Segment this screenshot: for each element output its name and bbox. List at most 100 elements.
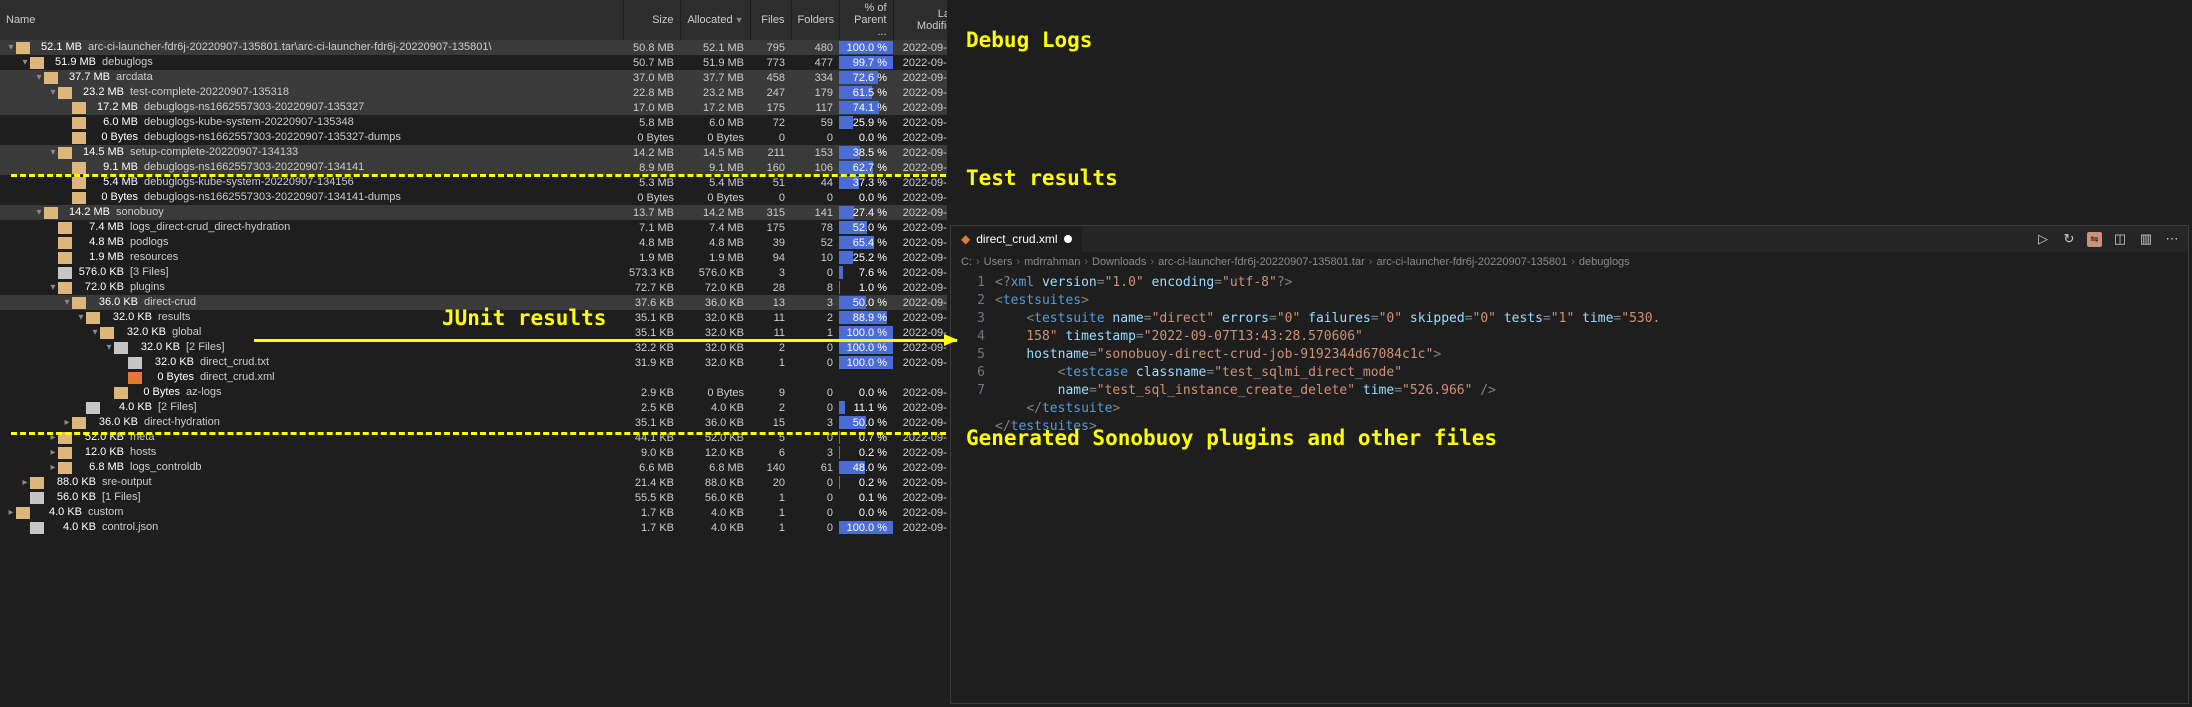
- cell-files: 39: [750, 235, 791, 250]
- cell-size: 8.9 MB: [623, 160, 680, 175]
- table-row[interactable]: ▾72.0 KBplugins72.7 KB72.0 KB2881.0 %202…: [0, 280, 965, 295]
- table-row[interactable]: 4.0 KB[2 Files]2.5 KB4.0 KB2011.1 %2022-…: [0, 400, 965, 415]
- table-row[interactable]: ▾51.9 MBdebuglogs50.7 MB51.9 MB77347799.…: [0, 55, 965, 70]
- col-name[interactable]: Name: [0, 0, 623, 40]
- size-badge: 4.8 MB: [76, 236, 124, 248]
- col-size[interactable]: Size: [623, 0, 680, 40]
- table-row[interactable]: ▾14.5 MBsetup-complete-20220907-13413314…: [0, 145, 965, 160]
- table-row[interactable]: ▸36.0 KBdirect-hydration35.1 KB36.0 KB15…: [0, 415, 965, 430]
- split-icon[interactable]: ◫: [2112, 231, 2128, 247]
- col-files[interactable]: Files: [750, 0, 791, 40]
- table-row[interactable]: ▾32.0 KB[2 Files]32.2 KB32.0 KB20100.0 %…: [0, 340, 965, 355]
- expand-toggle-icon[interactable]: ▸: [62, 417, 72, 428]
- cell-size: 35.1 KB: [623, 415, 680, 430]
- cell-folders: 59: [791, 115, 839, 130]
- table-row[interactable]: 7.4 MBlogs_direct-crud_direct-hydration7…: [0, 220, 965, 235]
- breadcrumb-item[interactable]: C:: [961, 256, 972, 268]
- expand-toggle-icon[interactable]: ▸: [6, 507, 16, 518]
- breadcrumb-item[interactable]: arc-ci-launcher-fdr6j-20220907-135801.ta…: [1158, 256, 1365, 268]
- expand-toggle-icon[interactable]: ▾: [48, 147, 58, 158]
- cell-files: 0: [750, 190, 791, 205]
- size-badge: 0 Bytes: [90, 191, 138, 203]
- expand-toggle-icon[interactable]: ▾: [20, 57, 30, 68]
- table-row[interactable]: 32.0 KBdirect_crud.txt31.9 KB32.0 KB1010…: [0, 355, 965, 370]
- breadcrumb-item[interactable]: Downloads: [1092, 256, 1146, 268]
- table-row[interactable]: ▸12.0 KBhosts9.0 KB12.0 KB630.2 %2022-09…: [0, 445, 965, 460]
- table-row[interactable]: 0 Bytesdebuglogs-ns1662557303-20220907-1…: [0, 130, 965, 145]
- table-row[interactable]: 17.2 MBdebuglogs-ns1662557303-20220907-1…: [0, 100, 965, 115]
- table-row[interactable]: ▾23.2 MBtest-complete-20220907-13531822.…: [0, 85, 965, 100]
- table-row[interactable]: 5.4 MBdebuglogs-kube-system-20220907-134…: [0, 175, 965, 190]
- table-row[interactable]: 0 Bytesdirect_crud.xml: [0, 370, 965, 385]
- table-row[interactable]: 576.0 KB[3 Files]573.3 KB576.0 KB307.6 %…: [0, 265, 965, 280]
- cell-size: 35.1 KB: [623, 325, 680, 340]
- breadcrumb-item[interactable]: Users: [984, 256, 1013, 268]
- size-badge: 14.2 MB: [62, 206, 110, 218]
- code-area[interactable]: 1234567 <?xml version="1.0" encoding="ut…: [951, 272, 2188, 456]
- table-row[interactable]: 0 Bytesdebuglogs-ns1662557303-20220907-1…: [0, 190, 965, 205]
- table-row[interactable]: ▸6.8 MBlogs_controldb6.6 MB6.8 MB1406148…: [0, 460, 965, 475]
- breadcrumb-item[interactable]: arc-ci-launcher-fdr6j-20220907-135801: [1376, 256, 1567, 268]
- cell-size: 31.9 KB: [623, 355, 680, 370]
- breadcrumb-item[interactable]: mdrrahman: [1024, 256, 1080, 268]
- more-icon[interactable]: ⋯: [2164, 231, 2180, 247]
- cell-files: 94: [750, 250, 791, 265]
- table-row[interactable]: 0 Bytesaz-logs2.9 KB0 Bytes900.0 %2022-0…: [0, 385, 965, 400]
- table-row[interactable]: ▸52.0 KBmeta44.1 KB52.0 KB500.7 %2022-09…: [0, 430, 965, 445]
- table-row[interactable]: 4.8 MBpodlogs4.8 MB4.8 MB395265.4 %2022-…: [0, 235, 965, 250]
- table-row[interactable]: 9.1 MBdebuglogs-ns1662557303-20220907-13…: [0, 160, 965, 175]
- table-row[interactable]: ▸4.0 KBcustom1.7 KB4.0 KB100.0 %2022-09-…: [0, 505, 965, 520]
- table-row[interactable]: 6.0 MBdebuglogs-kube-system-20220907-135…: [0, 115, 965, 130]
- cell-alloc: 36.0 KB: [680, 415, 750, 430]
- expand-toggle-icon[interactable]: ▾: [48, 282, 58, 293]
- history-icon[interactable]: ↻: [2061, 231, 2077, 247]
- folder-icon: [30, 477, 44, 489]
- table-row[interactable]: ▸88.0 KBsre-output21.4 KB88.0 KB2000.2 %…: [0, 475, 965, 490]
- compare-icon[interactable]: ⇋: [2087, 232, 2102, 247]
- breadcrumb-item[interactable]: debuglogs: [1579, 256, 1630, 268]
- cell-size: 2.5 KB: [623, 400, 680, 415]
- expand-toggle-icon[interactable]: ▸: [48, 447, 58, 458]
- code-line: hostname="sonobuoy-direct-crud-job-91923…: [995, 346, 2188, 364]
- table-row[interactable]: ▾32.0 KBglobal35.1 KB32.0 KB111100.0 %20…: [0, 325, 965, 340]
- col-folders[interactable]: Folders: [791, 0, 839, 40]
- expand-toggle-icon[interactable]: ▾: [104, 342, 114, 353]
- table-row[interactable]: ▾52.1 MBarc-ci-launcher-fdr6j-20220907-1…: [0, 40, 965, 55]
- cell-files: 28: [750, 280, 791, 295]
- expand-toggle-icon[interactable]: ▸: [48, 462, 58, 473]
- expand-toggle-icon[interactable]: ▾: [48, 87, 58, 98]
- cell-alloc: 51.9 MB: [680, 55, 750, 70]
- table-row[interactable]: ▾32.0 KBresults35.1 KB32.0 KB11288.9 %20…: [0, 310, 965, 325]
- item-name: global: [172, 326, 201, 338]
- item-name: custom: [88, 506, 123, 518]
- table-row[interactable]: 4.0 KBcontrol.json1.7 KB4.0 KB10100.0 %2…: [0, 520, 965, 535]
- cell-folders: [791, 370, 839, 385]
- col-pct[interactable]: % of Parent ...: [839, 0, 893, 40]
- cell-size: 22.8 MB: [623, 85, 680, 100]
- expand-toggle-icon[interactable]: ▾: [34, 72, 44, 83]
- col-allocated[interactable]: Allocated▼: [680, 0, 750, 40]
- table-row[interactable]: ▾37.7 MBarcdata37.0 MB37.7 MB45833472.6 …: [0, 70, 965, 85]
- table-row[interactable]: 1.9 MBresources1.9 MB1.9 MB941025.2 %202…: [0, 250, 965, 265]
- expand-toggle-icon[interactable]: ▾: [62, 297, 72, 308]
- expand-toggle-icon[interactable]: ▸: [20, 477, 30, 488]
- cell-alloc: 4.0 KB: [680, 505, 750, 520]
- expand-toggle-icon[interactable]: ▾: [76, 312, 86, 323]
- table-row[interactable]: ▾14.2 MBsonobuoy13.7 MB14.2 MB31514127.4…: [0, 205, 965, 220]
- expand-toggle-icon[interactable]: ▸: [48, 432, 58, 443]
- cell-size: [623, 370, 680, 385]
- file-icon: [114, 342, 128, 354]
- cell-files: 20: [750, 475, 791, 490]
- folder-icon: [16, 42, 30, 54]
- expand-toggle-icon[interactable]: ▾: [90, 327, 100, 338]
- item-name: hosts: [130, 446, 156, 458]
- expand-toggle-icon[interactable]: ▾: [34, 207, 44, 218]
- code-line: name="test_sql_instance_create_delete" t…: [995, 382, 2188, 400]
- editor-tab[interactable]: ◆ direct_crud.xml: [951, 226, 1082, 252]
- table-row[interactable]: 56.0 KB[1 Files]55.5 KB56.0 KB100.1 %202…: [0, 490, 965, 505]
- expand-toggle-icon[interactable]: ▾: [6, 42, 16, 53]
- run-icon[interactable]: ▷: [2035, 231, 2051, 247]
- table-row[interactable]: ▾36.0 KBdirect-crud37.6 KB36.0 KB13350.0…: [0, 295, 965, 310]
- layout-icon[interactable]: ▥: [2138, 231, 2154, 247]
- cell-folders: 0: [791, 490, 839, 505]
